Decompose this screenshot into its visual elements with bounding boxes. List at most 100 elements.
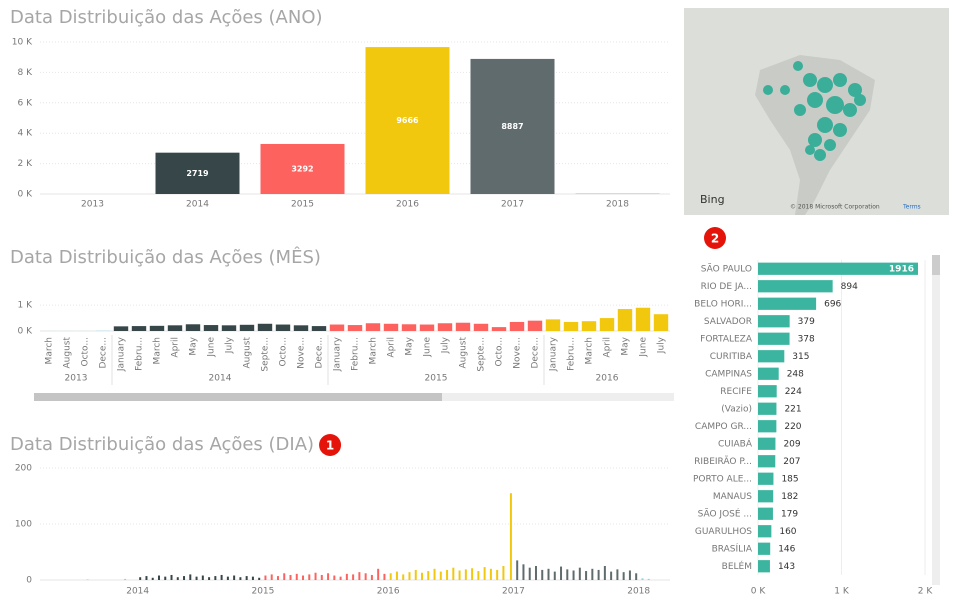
bar <box>333 575 336 580</box>
data-label: 160 <box>779 527 796 537</box>
x-tick-label: Septe... <box>477 337 487 372</box>
bar <box>575 193 660 194</box>
y-tick-label: 6 K <box>18 98 34 108</box>
bar <box>758 542 771 555</box>
data-label: 378 <box>798 334 815 344</box>
x-tick-label: July <box>657 336 667 354</box>
bar <box>599 318 615 331</box>
scrollbar-thumb[interactable] <box>932 255 940 275</box>
bar <box>455 322 471 331</box>
data-label: 179 <box>781 509 798 519</box>
scrollbar-thumb[interactable] <box>34 393 442 401</box>
bar <box>470 58 555 194</box>
bar <box>581 321 597 331</box>
bar <box>149 325 165 331</box>
x-tick-label: 2017 <box>501 200 524 210</box>
bar <box>203 325 219 331</box>
y-tick-label: BELO HORI... <box>694 299 752 309</box>
bar <box>185 324 201 331</box>
bar <box>124 578 127 580</box>
map-points <box>763 61 866 161</box>
y-tick-label: 1 K <box>18 301 34 311</box>
bar <box>113 326 129 331</box>
bar <box>270 574 273 580</box>
y-tick-label: RIO DE JA... <box>701 282 752 292</box>
badge <box>704 227 726 249</box>
bar <box>226 576 229 580</box>
y-tick-label: CUIABÁ <box>718 437 753 449</box>
bar <box>170 574 173 580</box>
data-label: 146 <box>778 544 795 554</box>
bar <box>302 575 305 580</box>
bar <box>220 574 223 580</box>
x-tick-label: 2017 <box>502 587 525 597</box>
bar <box>758 367 779 380</box>
y-tick-label: CURITIBA <box>710 352 753 362</box>
bar <box>233 575 236 580</box>
x-tick-label: March <box>369 337 379 364</box>
bar <box>389 573 392 580</box>
data-label: 248 <box>787 369 804 379</box>
x-tick-label: January <box>117 336 127 372</box>
bar <box>496 569 499 580</box>
bar <box>635 573 638 580</box>
x-tick-label: 2 K <box>918 587 934 597</box>
bar <box>260 143 345 194</box>
bar <box>395 571 398 580</box>
bar <box>628 570 631 580</box>
bar <box>145 576 148 580</box>
bar <box>758 332 790 345</box>
bar <box>401 324 417 331</box>
bar <box>560 566 563 580</box>
bar <box>758 507 773 520</box>
bar <box>295 573 298 580</box>
bar <box>414 569 417 580</box>
data-label: 185 <box>781 474 798 484</box>
bar <box>276 576 279 580</box>
bar <box>563 321 579 331</box>
bar <box>617 309 633 331</box>
x-tick-label: April <box>387 337 397 358</box>
bar <box>155 152 240 194</box>
bar <box>534 566 537 580</box>
bar <box>437 323 453 331</box>
x-tick-label: March <box>153 337 163 364</box>
data-label: 315 <box>792 352 809 362</box>
bar <box>545 319 561 331</box>
bar <box>365 47 450 195</box>
bar <box>419 324 435 331</box>
bar <box>758 420 777 433</box>
bar <box>439 571 442 580</box>
bar <box>758 297 817 310</box>
bar <box>383 573 386 580</box>
data-label: 221 <box>784 404 801 414</box>
data-label: 207 <box>783 457 800 467</box>
bar <box>509 493 512 580</box>
bar <box>566 569 569 580</box>
x-tick-label: January <box>549 336 559 372</box>
bar <box>758 490 774 503</box>
bar <box>603 566 606 580</box>
y-tick-label: MANAUS <box>713 492 752 502</box>
map-logo: Bing <box>700 193 725 206</box>
bar <box>195 576 198 580</box>
x-tick-label: January <box>333 336 343 372</box>
map-terms[interactable]: Terms <box>902 204 921 211</box>
x-tick-label: May <box>621 336 631 355</box>
group-label: 2014 <box>209 374 232 384</box>
bar <box>758 280 833 293</box>
scrollbar-track[interactable] <box>932 255 940 585</box>
chart-title: Data Distribuição das Ações (ANO) <box>10 7 323 28</box>
badge-label: 2 <box>711 232 719 246</box>
x-tick-label: Dece... <box>99 337 109 369</box>
x-tick-label: 2013 <box>81 200 104 210</box>
x-tick-label: 2014 <box>126 587 149 597</box>
bar <box>477 571 480 580</box>
bar <box>578 567 581 580</box>
x-tick-label: Octo... <box>279 337 289 367</box>
x-tick-label: Octo... <box>495 337 505 367</box>
data-label: 3292 <box>291 164 313 173</box>
bar <box>473 323 489 331</box>
x-tick-label: April <box>603 337 613 358</box>
x-tick-label: March <box>45 337 55 364</box>
